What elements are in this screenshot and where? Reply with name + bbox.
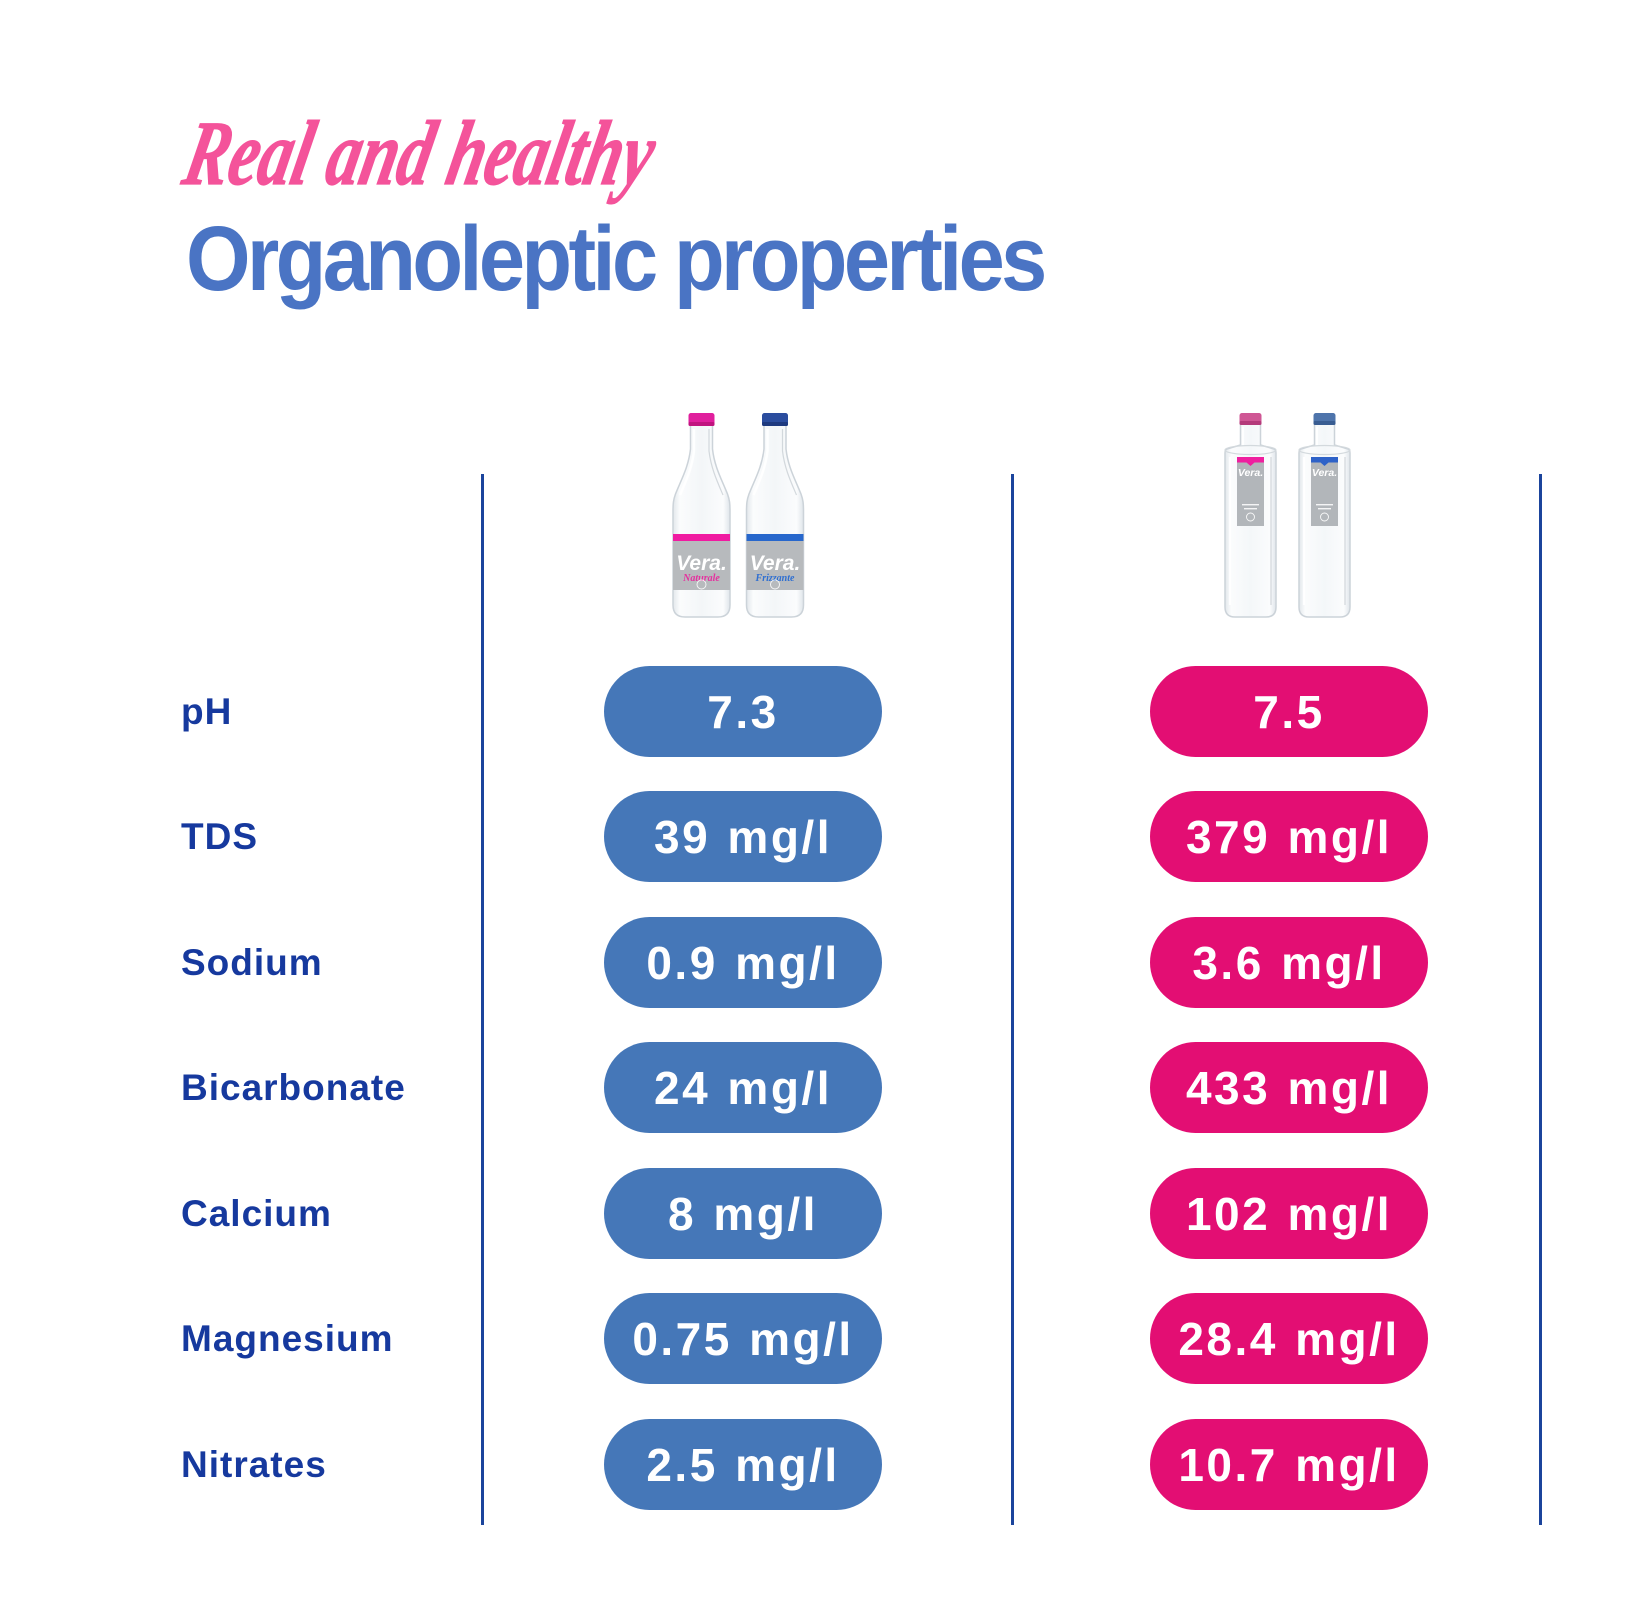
- svg-text:Vera.: Vera.: [1238, 467, 1263, 479]
- svg-text:Vera.: Vera.: [676, 552, 727, 575]
- svg-text:Vera.: Vera.: [1312, 467, 1337, 479]
- svg-text:Naturale: Naturale: [682, 573, 720, 584]
- svg-text:Vera.: Vera.: [750, 552, 801, 575]
- svg-text:Frizzante: Frizzante: [755, 573, 795, 584]
